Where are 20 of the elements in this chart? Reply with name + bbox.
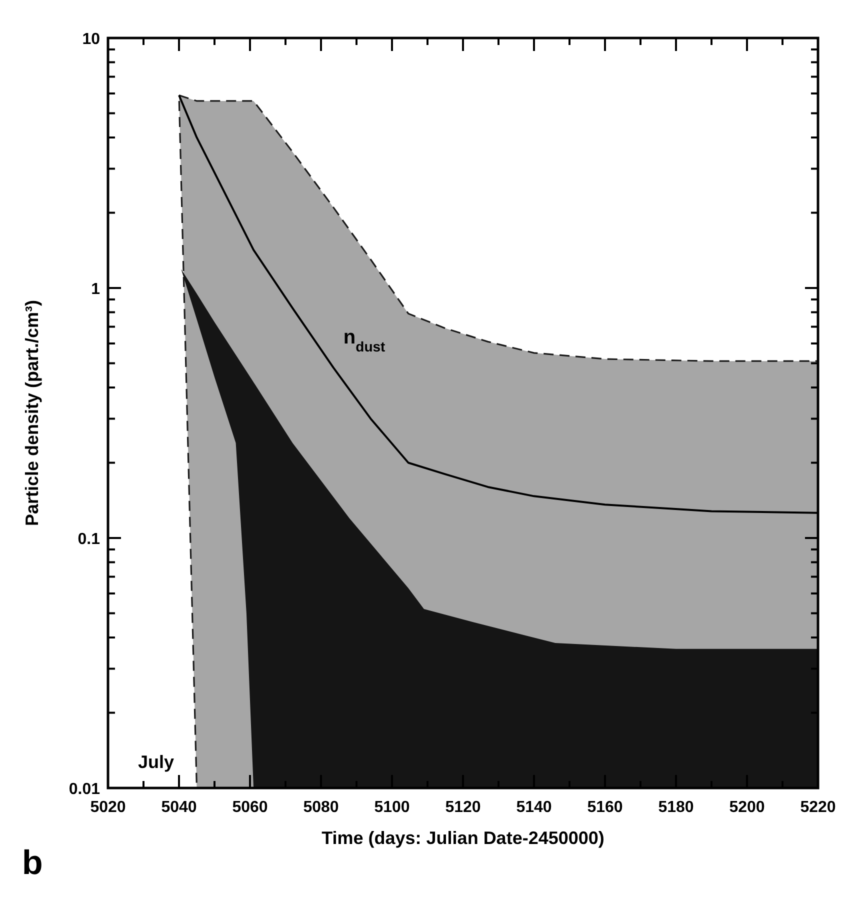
x-tick-label: 5140 — [516, 799, 552, 816]
x-tick-label: 5200 — [729, 799, 765, 816]
y-tick-label: 10 — [82, 31, 100, 48]
y-axis-title: Particle density (part./cm³) — [22, 300, 42, 526]
y-tick-label: 0.01 — [68, 781, 100, 798]
y-tick-label: 0.1 — [78, 531, 100, 548]
x-tick-label: 5020 — [90, 799, 126, 816]
x-tick-label: 5100 — [374, 799, 410, 816]
x-tick-label: 5180 — [658, 799, 694, 816]
x-tick-label: 5080 — [303, 799, 339, 816]
x-tick-label: 5120 — [445, 799, 481, 816]
x-axis-title: Time (days: Julian Date-2450000) — [322, 828, 604, 848]
x-tick-label: 5160 — [587, 799, 623, 816]
x-tick-label: 5060 — [232, 799, 268, 816]
y-tick-label: 1 — [91, 281, 100, 298]
x-tick-label: 5220 — [800, 799, 836, 816]
series-label: n$_{dust}$ — [343, 326, 386, 355]
x-tick-label: 5040 — [161, 799, 197, 816]
text: b — [22, 844, 43, 882]
annotation: July — [138, 752, 174, 772]
